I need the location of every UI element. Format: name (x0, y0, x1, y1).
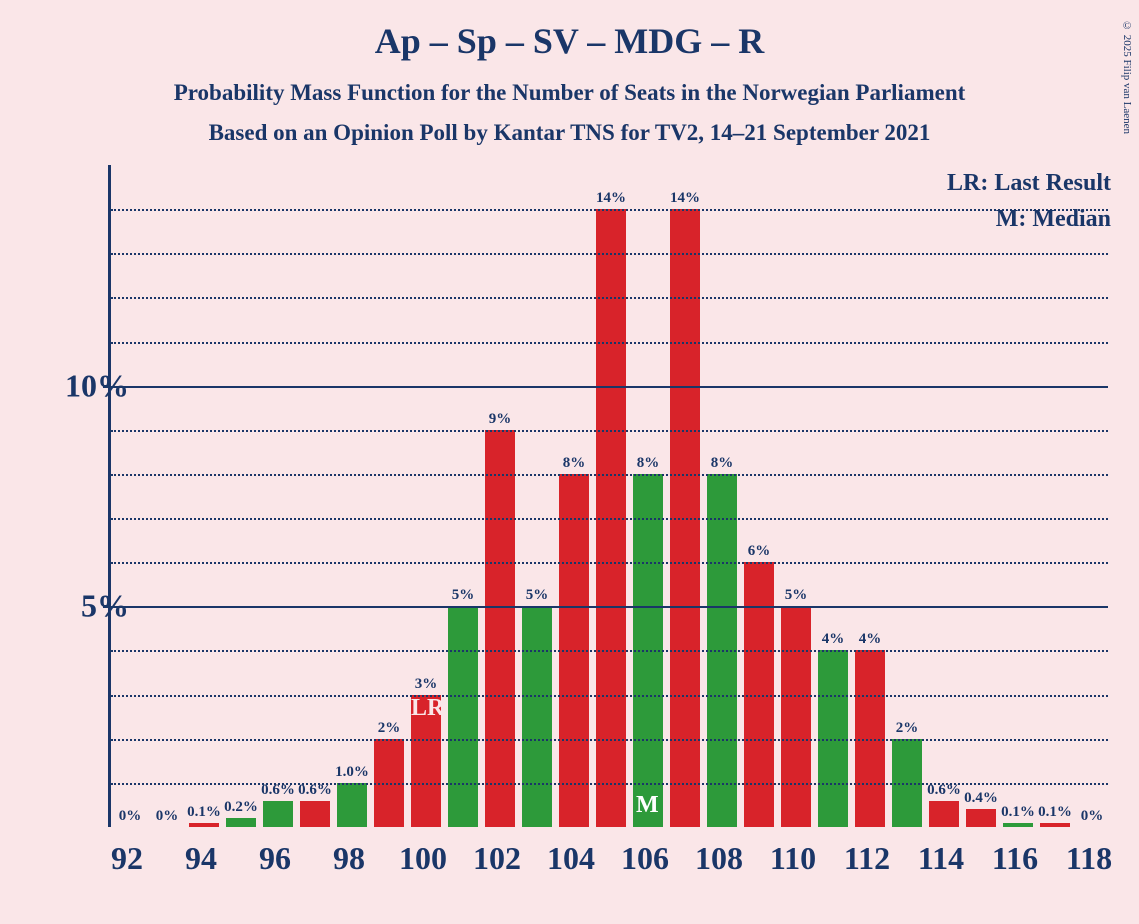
bar-label: 0.2% (224, 799, 258, 816)
x-axis-label: 96 (259, 840, 291, 877)
bar-label: 0.1% (187, 804, 221, 821)
x-axis-label: 94 (185, 840, 217, 877)
bar: 0.2% (226, 818, 256, 827)
bar: 5% (448, 606, 478, 827)
x-axis-label: 110 (770, 840, 816, 877)
gridline-minor (111, 518, 1108, 520)
bar: 0.1% (189, 823, 219, 827)
x-axis-label: 108 (695, 840, 743, 877)
bar-label: 0.1% (1038, 804, 1072, 821)
bar-label: 4% (822, 631, 845, 648)
m-marker: M (636, 792, 659, 819)
bar-label: 2% (896, 720, 919, 737)
gridline-major (111, 606, 1108, 608)
bar-label: 0% (156, 808, 179, 825)
x-axis-label: 102 (473, 840, 521, 877)
gridline-minor (111, 474, 1108, 476)
x-axis-label: 92 (111, 840, 143, 877)
bar: 9% (485, 430, 515, 827)
bar-label: 5% (452, 587, 475, 604)
bar: 5% (781, 606, 811, 827)
x-axis-label: 100 (399, 840, 447, 877)
gridline-minor (111, 297, 1108, 299)
x-axis-label: 112 (844, 840, 890, 877)
bar: 0.1% (1040, 823, 1070, 827)
gridline-minor (111, 695, 1108, 697)
bar-label: 5% (526, 587, 549, 604)
bars-area: 0%0%0.1%0.2%0.6%0.6%1.0%2%3%5%9%5%8%14%8… (111, 165, 1108, 827)
copyright-text: © 2025 Filip van Laenen (1121, 20, 1133, 134)
gridline-minor (111, 430, 1108, 432)
gridline-minor (111, 562, 1108, 564)
bar: 0.6% (929, 801, 959, 827)
bar-label: 0.1% (1001, 804, 1035, 821)
bar: 0.6% (263, 801, 293, 827)
bar-label: 6% (748, 543, 771, 560)
x-axis-label: 98 (333, 840, 365, 877)
bar: 0.6% (300, 801, 330, 827)
bar-label: 0.4% (964, 790, 998, 807)
bar-label: 3% (415, 676, 438, 693)
x-axis-label: 118 (1066, 840, 1112, 877)
bar-label: 14% (596, 190, 626, 207)
bar-label: 0% (119, 808, 142, 825)
gridline-major (111, 386, 1108, 388)
bar: 5% (522, 606, 552, 827)
bar-label: 8% (637, 455, 660, 472)
gridline-minor (111, 739, 1108, 741)
bar-label: 2% (378, 720, 401, 737)
bar-label: 1.0% (335, 764, 369, 781)
bar-label: 4% (859, 631, 882, 648)
chart-title: Ap – Sp – SV – MDG – R (0, 0, 1139, 62)
x-axis-label: 106 (621, 840, 669, 877)
bar: 1.0% (337, 783, 367, 827)
chart-subtitle-1: Probability Mass Function for the Number… (0, 80, 1139, 106)
x-axis-label: 104 (547, 840, 595, 877)
bar-label: 9% (489, 411, 512, 428)
chart-subtitle-2: Based on an Opinion Poll by Kantar TNS f… (0, 120, 1139, 146)
bar: 0.1% (1003, 823, 1033, 827)
x-axis-label: 114 (918, 840, 964, 877)
bar-label: 8% (711, 455, 734, 472)
lr-marker: LR (411, 695, 444, 722)
gridline-minor (111, 209, 1108, 211)
gridline-minor (111, 342, 1108, 344)
bar-label: 8% (563, 455, 586, 472)
bar: 0.4% (966, 809, 996, 827)
plot-area: 0%0%0.1%0.2%0.6%0.6%1.0%2%3%5%9%5%8%14%8… (108, 165, 1108, 827)
gridline-minor (111, 650, 1108, 652)
gridline-minor (111, 253, 1108, 255)
gridline-minor (111, 783, 1108, 785)
y-axis-label: 5% (81, 588, 129, 625)
chart-container: Ap – Sp – SV – MDG – R Probability Mass … (0, 0, 1139, 924)
y-axis-label: 10% (65, 367, 129, 404)
bar-label: 5% (785, 587, 808, 604)
x-axis-label: 116 (992, 840, 1038, 877)
bar-label: 14% (670, 190, 700, 207)
bar-label: 0% (1081, 808, 1104, 825)
